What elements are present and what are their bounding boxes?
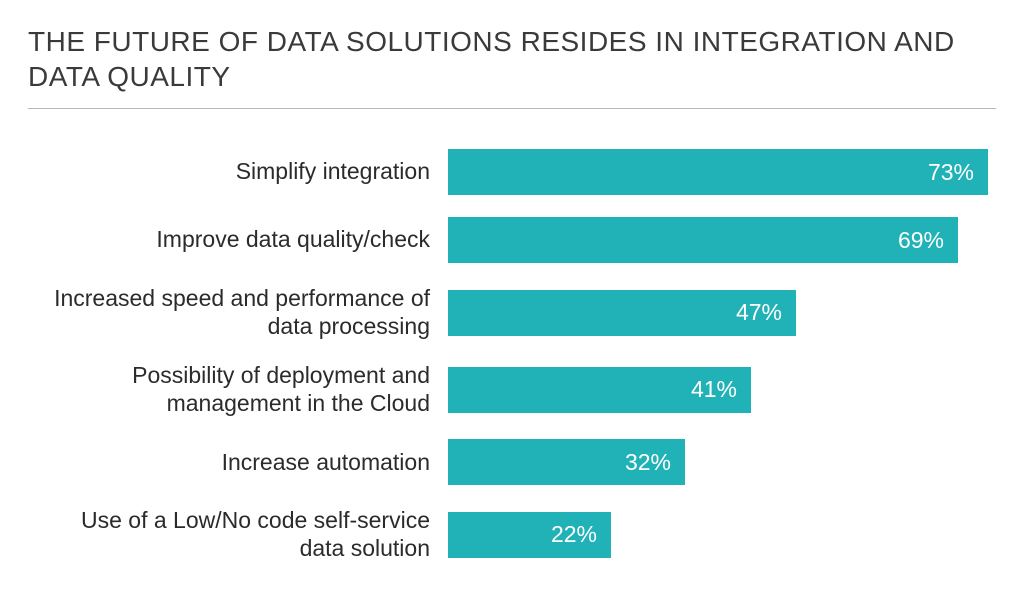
bar: 69% [448,217,958,263]
bar-label: Improve data quality/check [48,226,448,254]
bar-label: Possibility of deployment and management… [48,362,448,417]
bar-track: 22% [448,512,988,558]
chart-page: THE FUTURE OF DATA SOLUTIONS RESIDES IN … [0,0,1024,591]
bar-value: 32% [625,449,671,476]
bar-label: Use of a Low/No code self-service data s… [48,507,448,562]
bar: 47% [448,290,796,336]
bar-row: Use of a Low/No code self-service data s… [48,507,1008,562]
title-rule [28,108,996,109]
bar-track: 41% [448,367,988,413]
bar-label: Simplify integration [48,158,448,186]
bar-value: 47% [736,299,782,326]
bar-row: Improve data quality/check 69% [48,217,1008,263]
bar-track: 47% [448,290,988,336]
bar-label: Increased speed and performance of data … [48,285,448,340]
bar-value: 41% [691,376,737,403]
bar: 73% [448,149,988,195]
bar-value: 22% [551,521,597,548]
bar-track: 69% [448,217,988,263]
bar: 32% [448,439,685,485]
page-title: THE FUTURE OF DATA SOLUTIONS RESIDES IN … [28,24,996,94]
bar-track: 32% [448,439,988,485]
bar: 22% [448,512,611,558]
bar-value: 69% [898,227,944,254]
bar: 41% [448,367,751,413]
bar-row: Possibility of deployment and management… [48,362,1008,417]
bar-track: 73% [448,149,988,195]
bar-row: Simplify integration 73% [48,149,1008,195]
horizontal-bar-chart: Simplify integration 73% Improve data qual… [48,149,1008,563]
bar-row: Increased speed and performance of data … [48,285,1008,340]
bar-value: 73% [928,159,974,186]
bar-row: Increase automation 32% [48,439,1008,485]
bar-label: Increase automation [48,449,448,477]
